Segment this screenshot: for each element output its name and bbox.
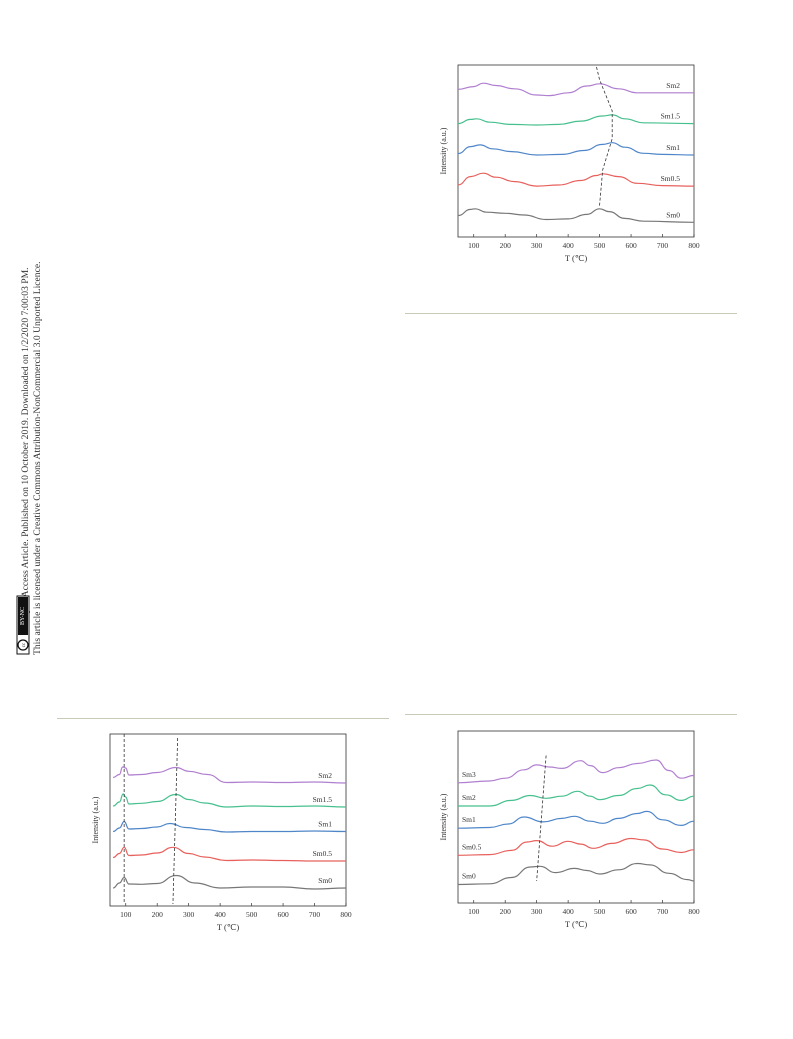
- trend-dashed-line: [536, 755, 547, 882]
- y-axis-label: Intensity (a.u.): [91, 796, 100, 843]
- plot-frame: [109, 733, 347, 907]
- x-axis-label: T (℃): [565, 253, 588, 263]
- series-line-Sm0: [457, 208, 695, 223]
- x-tick-label: 100: [468, 241, 480, 250]
- x-tick-label: 700: [657, 907, 669, 916]
- series-label-Sm1-5: Sm1.5: [313, 795, 333, 804]
- series-line-Sm3: [457, 759, 695, 784]
- x-tick-label: 400: [563, 241, 575, 250]
- cc-icon: [17, 639, 29, 651]
- series-line-Sm1: [457, 810, 695, 829]
- x-tick-label: 600: [625, 241, 637, 250]
- series-label-Sm2: Sm2: [666, 81, 680, 90]
- series-label-Sm1: Sm1: [666, 143, 680, 152]
- trend-dashed-line: [596, 66, 613, 207]
- series-line-Sm2: [457, 82, 694, 97]
- x-tick-label: 600: [625, 907, 637, 916]
- figure-nh3-tpd-bottom-left: 100 200 300 400 500 600 700 800 T (℃) Intensity (…: [91, 733, 352, 932]
- x-tick-label: 400: [563, 907, 575, 916]
- x-tick-label: 300: [531, 241, 543, 250]
- figure-h2-tpr-top-right: 100 200 300 400 500 600 700 800 T (℃) Intensity (…: [439, 64, 700, 263]
- divider-left-bottom: [57, 718, 389, 719]
- x-tick-label: 100: [120, 910, 132, 919]
- y-axis-label: Intensity (a.u.): [439, 127, 448, 174]
- series-label-Sm1-5: Sm1.5: [661, 112, 681, 121]
- publication-info-text: Open Access Article. Published on 10 Oct…: [20, 267, 31, 620]
- x-tick-label: 100: [468, 907, 480, 916]
- x-tick-label: 800: [688, 241, 700, 250]
- series-label-Sm1: Sm1: [462, 815, 476, 824]
- x-tick-label: 800: [688, 907, 700, 916]
- x-axis-label: T (℃): [565, 919, 588, 929]
- cc-by-nc-badge[interactable]: cc BY-NC: [16, 595, 42, 655]
- series-label-Sm0: Sm0: [462, 872, 476, 881]
- series-line-Sm0-5: [113, 846, 346, 862]
- x-tick-label: 300: [183, 910, 195, 919]
- series-line-Sm2: [113, 766, 347, 784]
- x-tick-label: 500: [594, 907, 606, 916]
- plot-frame: [457, 64, 695, 238]
- x-tick-label: 700: [657, 241, 669, 250]
- x-tick-label: 200: [500, 907, 512, 916]
- y-axis-label: Intensity (a.u.): [439, 793, 448, 840]
- series-line-Sm2: [458, 784, 695, 807]
- series-line-Sm1-5: [457, 114, 695, 126]
- series-label-Sm0-5: Sm0.5: [661, 174, 681, 183]
- x-tick-label: 600: [277, 910, 289, 919]
- series-label-Sm2: Sm2: [318, 771, 332, 780]
- badge-by-nc-text: BY-NC: [20, 607, 26, 625]
- series-line-Sm1: [113, 820, 347, 833]
- divider-right-top: [405, 313, 737, 314]
- series-label-Sm0: Sm0: [318, 876, 332, 885]
- series-line-Sm0-5: [457, 837, 695, 856]
- x-tick-label: 200: [152, 910, 164, 919]
- figure-tpd-bottom-right: 100 200 300 400 500 600 700 800 T (℃) Intensity (…: [439, 730, 700, 929]
- series-label-Sm2: Sm2: [462, 793, 476, 802]
- x-tick-label: 700: [309, 910, 321, 919]
- x-tick-label: 500: [594, 241, 606, 250]
- divider-right-bottom: [405, 714, 737, 715]
- x-tick-label: 800: [340, 910, 352, 919]
- series-label-Sm0-5: Sm0.5: [462, 842, 482, 851]
- x-tick-label: 300: [531, 907, 543, 916]
- series-label-Sm3: Sm3: [462, 770, 476, 779]
- series-line-Sm0-5: [457, 172, 695, 187]
- series-label-Sm0: Sm0: [666, 210, 680, 219]
- series-label-Sm1: Sm1: [318, 820, 332, 829]
- series-line-Sm1: [457, 142, 695, 156]
- x-axis-label: T (℃): [217, 922, 240, 932]
- trend-dashed-line: [172, 737, 179, 905]
- x-tick-label: 500: [246, 910, 258, 919]
- series-label-Sm0-5: Sm0.5: [313, 849, 333, 858]
- x-tick-label: 200: [500, 241, 512, 250]
- licence-sidebar: Open Access Article. Published on 10 Oct…: [16, 120, 43, 655]
- series-line-Sm0: [112, 874, 347, 890]
- series-line-Sm1-5: [113, 793, 347, 808]
- badge-cc-text: cc: [22, 642, 27, 647]
- x-tick-label: 400: [215, 910, 227, 919]
- series-line-Sm0: [457, 862, 695, 886]
- plot-frame: [457, 730, 695, 904]
